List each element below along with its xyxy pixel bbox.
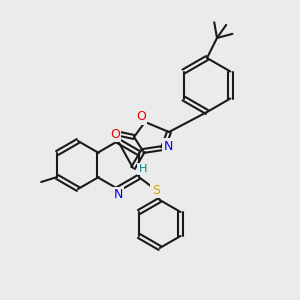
Text: O: O xyxy=(110,128,120,140)
Text: N: N xyxy=(163,140,173,152)
Text: H: H xyxy=(139,164,147,174)
Text: S: S xyxy=(152,184,160,196)
Text: N: N xyxy=(113,188,123,202)
Text: O: O xyxy=(136,110,146,124)
